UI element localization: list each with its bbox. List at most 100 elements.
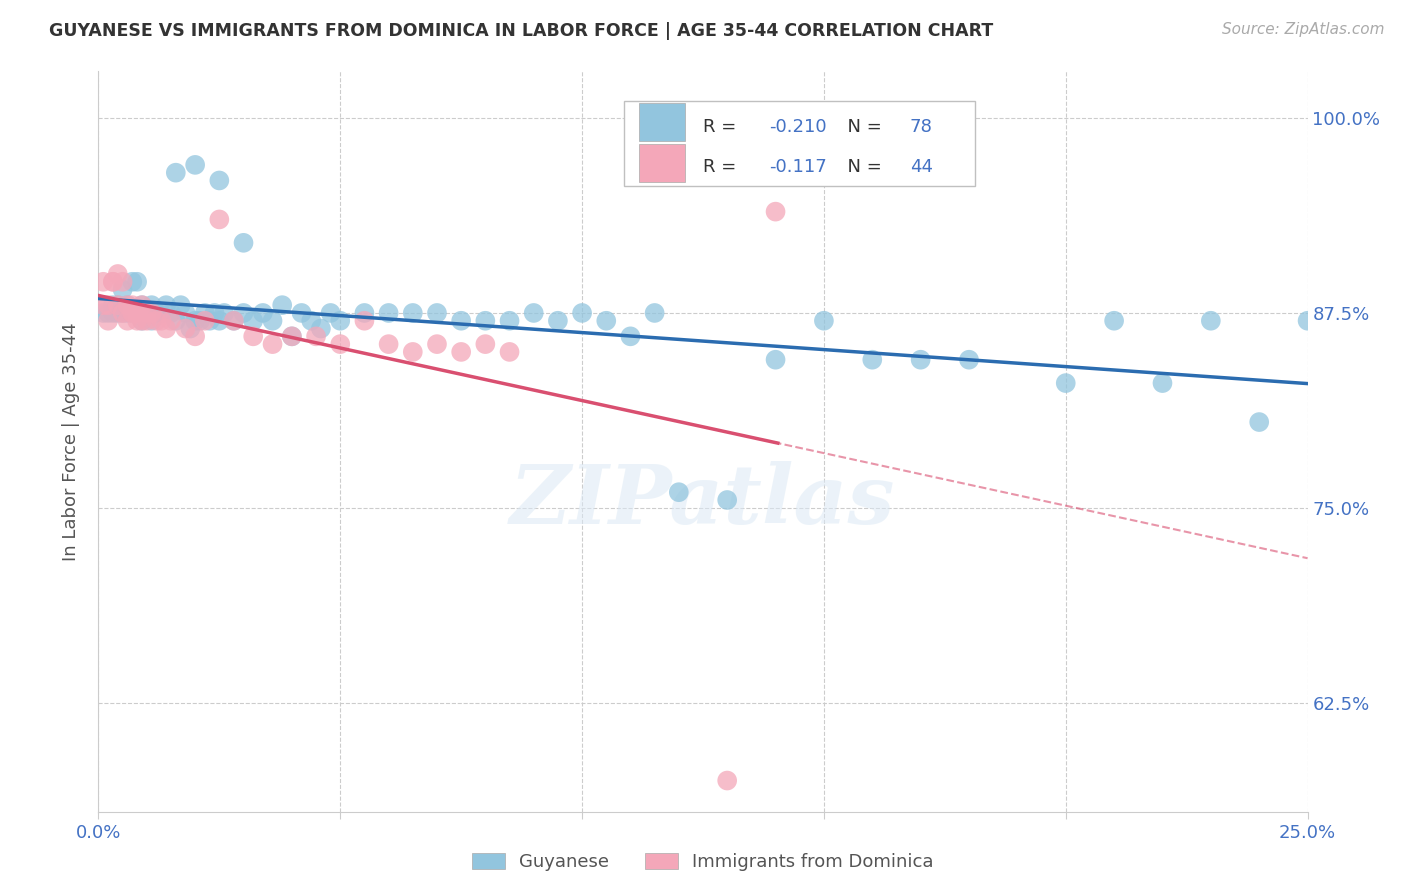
- Point: [242, 329, 264, 343]
- Point: [910, 352, 932, 367]
- Point: [101, 306, 124, 320]
- Point: [155, 298, 177, 312]
- Point: [184, 329, 207, 343]
- Text: -0.117: -0.117: [769, 159, 827, 177]
- Point: [212, 306, 235, 320]
- Point: [290, 306, 312, 320]
- Point: [668, 485, 690, 500]
- Point: [145, 306, 167, 320]
- Point: [204, 306, 226, 320]
- Text: N =: N =: [837, 118, 887, 136]
- Point: [121, 298, 143, 312]
- Text: 78: 78: [910, 118, 932, 136]
- Point: [91, 306, 114, 320]
- Point: [644, 306, 666, 320]
- Point: [145, 314, 167, 328]
- Point: [111, 306, 134, 320]
- Point: [232, 235, 254, 250]
- Point: [716, 773, 738, 788]
- Text: GUYANESE VS IMMIGRANTS FROM DOMINICA IN LABOR FORCE | AGE 35-44 CORRELATION CHAR: GUYANESE VS IMMIGRANTS FROM DOMINICA IN …: [49, 22, 994, 40]
- Bar: [638, 103, 685, 141]
- Point: [208, 314, 231, 328]
- Point: [319, 306, 342, 320]
- Point: [131, 298, 153, 312]
- Point: [547, 314, 569, 328]
- Point: [377, 306, 399, 320]
- Point: [281, 329, 304, 343]
- Point: [1296, 314, 1319, 328]
- Point: [141, 298, 163, 312]
- Point: [353, 306, 375, 320]
- Point: [353, 314, 375, 328]
- Point: [127, 275, 149, 289]
- Text: 44: 44: [910, 159, 932, 177]
- Point: [474, 314, 496, 328]
- Point: [252, 306, 274, 320]
- Point: [716, 493, 738, 508]
- Point: [194, 306, 217, 320]
- Point: [271, 298, 294, 312]
- Point: [309, 321, 332, 335]
- Point: [97, 298, 120, 312]
- Point: [101, 298, 124, 312]
- Point: [165, 166, 187, 180]
- Point: [160, 306, 183, 320]
- Point: [131, 298, 153, 312]
- Point: [179, 321, 201, 335]
- Point: [169, 298, 191, 312]
- Point: [595, 314, 617, 328]
- Point: [402, 345, 425, 359]
- Point: [174, 321, 197, 335]
- Point: [426, 306, 449, 320]
- Point: [1249, 415, 1271, 429]
- Point: [305, 329, 328, 343]
- Point: [97, 314, 120, 328]
- Point: [498, 345, 520, 359]
- Bar: [638, 144, 685, 182]
- Point: [131, 314, 153, 328]
- Point: [107, 298, 129, 312]
- Point: [107, 298, 129, 312]
- Point: [474, 337, 496, 351]
- Point: [860, 352, 883, 367]
- Point: [184, 158, 207, 172]
- Point: [107, 306, 129, 320]
- Point: [141, 314, 163, 328]
- Point: [571, 306, 593, 320]
- Y-axis label: In Labor Force | Age 35-44: In Labor Force | Age 35-44: [62, 322, 80, 561]
- Point: [117, 314, 139, 328]
- Point: [91, 275, 114, 289]
- Text: R =: R =: [703, 118, 742, 136]
- Point: [111, 306, 134, 320]
- Point: [1199, 314, 1222, 328]
- Point: [242, 314, 264, 328]
- Point: [111, 283, 134, 297]
- Point: [155, 321, 177, 335]
- Point: [127, 306, 149, 320]
- Point: [127, 306, 149, 320]
- Point: [813, 314, 835, 328]
- Point: [117, 298, 139, 312]
- Point: [262, 314, 284, 328]
- Point: [107, 267, 129, 281]
- Point: [194, 314, 217, 328]
- Point: [523, 306, 546, 320]
- Point: [1054, 376, 1077, 390]
- Text: ZIPatlas: ZIPatlas: [510, 461, 896, 541]
- Point: [97, 306, 120, 320]
- Point: [121, 306, 143, 320]
- Legend: Guyanese, Immigrants from Dominica: Guyanese, Immigrants from Dominica: [465, 846, 941, 879]
- Point: [117, 306, 139, 320]
- Text: -0.210: -0.210: [769, 118, 827, 136]
- Text: Source: ZipAtlas.com: Source: ZipAtlas.com: [1222, 22, 1385, 37]
- Point: [150, 306, 173, 320]
- Point: [188, 314, 211, 328]
- Point: [91, 298, 114, 312]
- Point: [1102, 314, 1125, 328]
- Point: [117, 298, 139, 312]
- Point: [198, 314, 221, 328]
- Point: [101, 275, 124, 289]
- FancyBboxPatch shape: [624, 101, 976, 186]
- Point: [329, 314, 352, 328]
- Point: [377, 337, 399, 351]
